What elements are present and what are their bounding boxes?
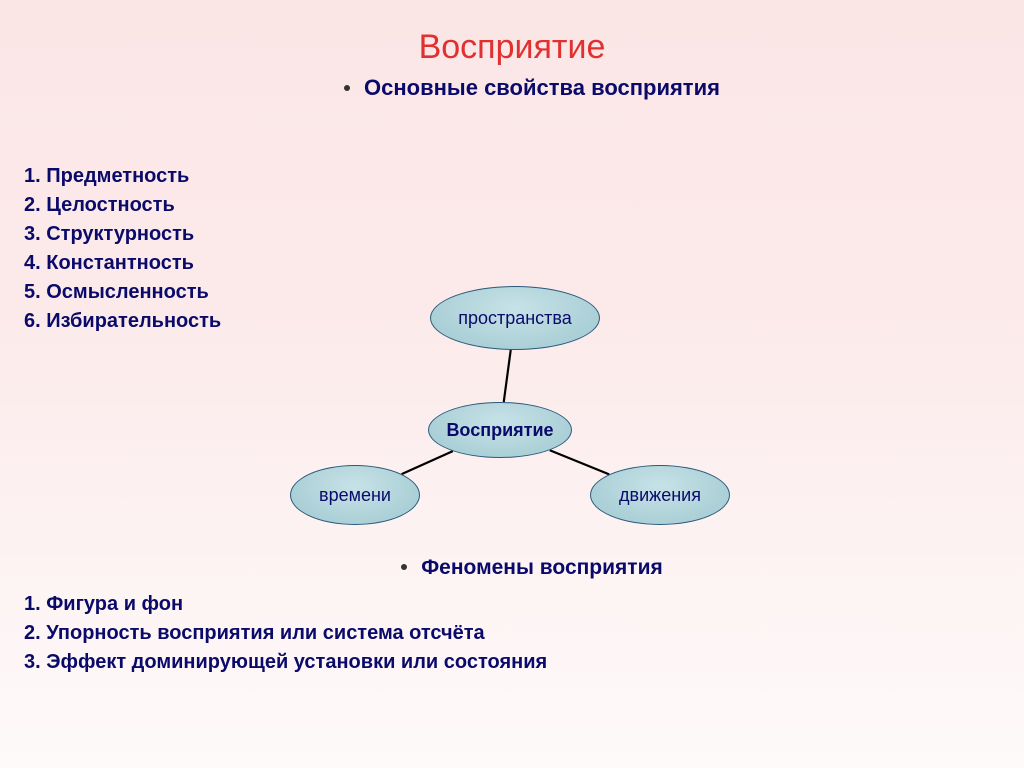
- diagram-node-label: движения: [619, 485, 701, 506]
- diagram-node-center: Восприятие: [428, 402, 572, 458]
- list-item: 3. Эффект доминирующей установки или сос…: [24, 648, 547, 677]
- bullet-icon: [344, 85, 350, 91]
- list-item: 3. Структурность: [24, 220, 221, 249]
- phenomena-list: 1. Фигура и фон 2. Упорность восприятия …: [24, 590, 547, 677]
- page-title: Восприятие: [0, 0, 1024, 67]
- list-item: 2. Целостность: [24, 191, 221, 220]
- list-item: 6. Избирательность: [24, 307, 221, 336]
- list-item: 2. Упорность восприятия или система отсч…: [24, 619, 547, 648]
- bullet-icon: [401, 564, 407, 570]
- subtitle-phenomena: Феномены восприятия: [40, 556, 1024, 580]
- subtitle-phenomena-text: Феномены восприятия: [421, 556, 663, 579]
- diagram-node-label: Восприятие: [446, 420, 553, 441]
- list-item: 4. Константность: [24, 249, 221, 278]
- list-item: 1. Предметность: [24, 162, 221, 191]
- diagram-node-label: времени: [319, 485, 391, 506]
- subtitle-properties: Основные свойства восприятия: [40, 75, 1024, 101]
- list-item: 5. Осмысленность: [24, 278, 221, 307]
- diagram-node-label: пространства: [458, 308, 572, 329]
- subtitle-properties-text: Основные свойства восприятия: [364, 75, 720, 100]
- list-item: 1. Фигура и фон: [24, 590, 547, 619]
- diagram-node-time: времени: [290, 465, 420, 525]
- properties-list: 1. Предметность 2. Целостность 3. Структ…: [24, 162, 221, 336]
- diagram-node-space: пространства: [430, 286, 600, 350]
- diagram-node-motion: движения: [590, 465, 730, 525]
